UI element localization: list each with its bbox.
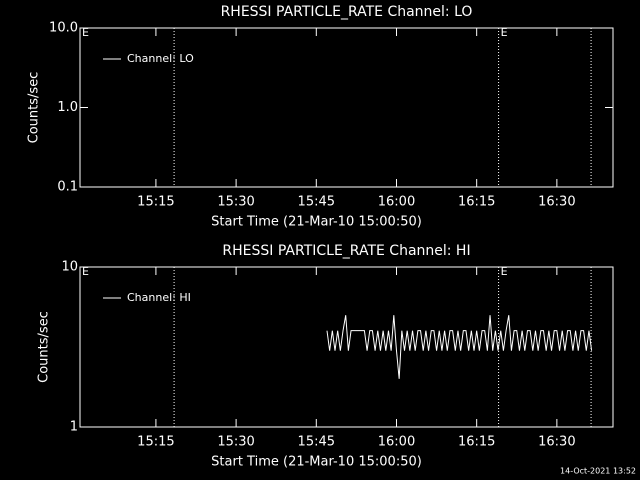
x-axis-label: Start Time (21-Mar-10 15:00:50) xyxy=(211,215,422,230)
legend-label: Channel: LO xyxy=(127,52,194,65)
x-axis-label: Start Time (21-Mar-10 15:00:50) xyxy=(211,455,422,470)
x-tick-label: 16:30 xyxy=(538,195,575,210)
footer: 14-Oct-2021 13:52 xyxy=(560,467,636,476)
chart-title: RHESSI PARTICLE_RATE Channel: HI xyxy=(222,243,470,259)
y-axis-label: Counts/sec xyxy=(37,311,52,383)
y-tick-label: 1.0 xyxy=(57,100,78,115)
y-tick-label: 10 xyxy=(61,260,78,275)
event-label: E xyxy=(501,26,508,39)
x-tick-label: 16:15 xyxy=(458,195,495,210)
data-line xyxy=(326,315,593,379)
x-tick-label: 15:45 xyxy=(298,435,335,450)
x-tick-label: 16:15 xyxy=(458,435,495,450)
y-tick-label: 10.0 xyxy=(49,21,78,36)
x-tick-label: 15:30 xyxy=(217,435,254,450)
y-tick-label: 0.1 xyxy=(57,180,78,195)
event-label: E xyxy=(82,265,89,278)
x-tick-label: 15:45 xyxy=(298,195,335,210)
chart-title: RHESSI PARTICLE_RATE Channel: LO xyxy=(221,4,473,20)
y-axis-label: Counts/sec xyxy=(27,72,42,144)
y-tick-label: 1 xyxy=(70,420,78,435)
plot-frame xyxy=(79,266,614,428)
x-tick-label: 16:00 xyxy=(378,195,415,210)
x-tick-label: 16:30 xyxy=(538,435,575,450)
event-label: E xyxy=(501,265,508,278)
x-tick-label: 16:00 xyxy=(378,435,415,450)
x-tick-label: 15:30 xyxy=(217,195,254,210)
event-label: E xyxy=(82,26,89,39)
x-tick-label: 15:15 xyxy=(137,195,174,210)
legend-label: Channel: HI xyxy=(127,291,191,304)
x-tick-label: 15:15 xyxy=(137,435,174,450)
